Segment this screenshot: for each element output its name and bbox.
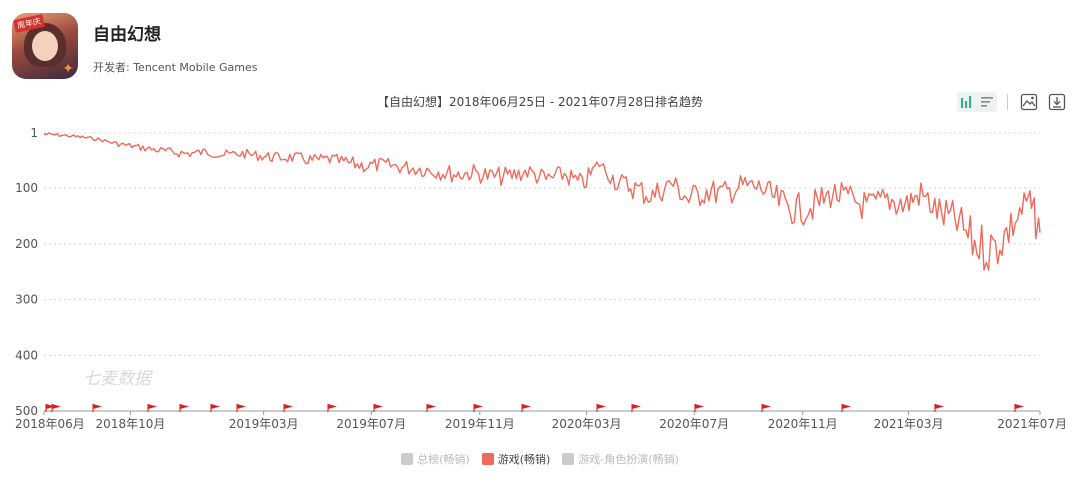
event-flag-icon[interactable] — [841, 404, 851, 412]
x-tick-label: 2020年03月 — [552, 417, 622, 431]
x-tick-label: 2020年11月 — [768, 417, 838, 431]
x-tick-label: 2021年03月 — [874, 417, 944, 431]
legend-label: 总榜(畅销) — [417, 453, 470, 466]
toolbar-divider — [1007, 94, 1008, 110]
app-icon: 周年庆 ✦ — [12, 13, 78, 79]
x-tick-label: 2019年07月 — [336, 417, 406, 431]
event-flag-icon[interactable] — [1014, 404, 1024, 412]
event-flag-icon[interactable] — [596, 404, 606, 412]
chart-toolbar — [957, 91, 1068, 113]
legend-item-games[interactable]: 游戏(畅销) — [481, 451, 551, 467]
chart-title: 【自由幻想】2018年06月25日 - 2021年07月28日排名趋势 — [376, 95, 704, 109]
event-flag-icon[interactable] — [45, 404, 55, 412]
event-flag-icon[interactable] — [283, 404, 293, 412]
event-flag-icon[interactable] — [327, 404, 337, 412]
y-tick-label: 100 — [15, 181, 38, 195]
event-flag-icon[interactable] — [373, 404, 383, 412]
event-flag-icon[interactable] — [92, 404, 102, 412]
legend-label: 游戏(畅销) — [497, 453, 551, 466]
app-icon-face — [32, 31, 58, 61]
download-icon[interactable] — [1046, 91, 1068, 113]
app-icon-star: ✦ — [62, 60, 74, 76]
legend-label: 游戏-角色扮演(畅销) — [578, 453, 679, 466]
y-tick-label: 200 — [15, 237, 38, 251]
legend-item-rpg[interactable]: 游戏-角色扮演(畅销) — [562, 451, 679, 467]
x-tick-label: 2018年10月 — [96, 417, 166, 431]
x-tick-label: 2020年07月 — [659, 417, 729, 431]
x-tick-label: 2021年07月 — [997, 417, 1067, 431]
line-chart-icon[interactable] — [957, 92, 977, 112]
legend-item-overall[interactable]: 总榜(畅销) — [401, 451, 470, 467]
x-axis-ticks: 2018年06月 2018年10月 2019年03月 2019年07月 2019年11月… — [15, 411, 1067, 431]
y-tick-label: 500 — [15, 404, 38, 418]
app-name: 自由幻想 — [93, 25, 161, 45]
grid-lines — [44, 132, 1040, 356]
chart-legend: 总榜(畅销) 游戏(畅销) 游戏-角色扮演(畅销) — [0, 451, 1080, 467]
event-flag-icon[interactable] — [147, 404, 157, 412]
x-tick-label: 2019年03月 — [229, 417, 299, 431]
event-flags — [45, 404, 1024, 412]
chart-type-toggle — [957, 92, 997, 112]
list-icon[interactable] — [977, 92, 997, 112]
event-flag-icon[interactable] — [179, 404, 189, 412]
event-flag-icon[interactable] — [210, 404, 220, 412]
event-flag-icon[interactable] — [694, 404, 704, 412]
event-flag-icon[interactable] — [426, 404, 436, 412]
series-line-0[interactable] — [43, 132, 1041, 271]
image-download-icon[interactable] — [1018, 91, 1040, 113]
y-axis-ticks: 1 100 200 300 400 500 — [15, 126, 38, 418]
event-flag-icon[interactable] — [521, 404, 531, 412]
x-tick-label: 2019年11月 — [445, 417, 515, 431]
legend-swatch — [481, 453, 494, 465]
event-flag-icon[interactable] — [761, 404, 771, 412]
y-tick-label: 300 — [15, 293, 38, 307]
event-flag-icon[interactable] — [236, 404, 246, 412]
legend-swatch — [562, 453, 575, 465]
event-flag-icon[interactable] — [51, 404, 61, 412]
legend-swatch — [401, 453, 414, 465]
y-tick-label: 1 — [30, 126, 38, 140]
series-layer — [43, 132, 1041, 271]
y-tick-label: 400 — [15, 348, 38, 362]
x-tick-label: 2018年06月 — [15, 417, 85, 431]
event-flag-icon[interactable] — [473, 404, 483, 412]
watermark: 七麦数据 — [83, 369, 154, 389]
developer-label: 开发者: Tencent Mobile Games — [93, 61, 258, 74]
event-flag-icon[interactable] — [631, 404, 641, 412]
event-flag-icon[interactable] — [934, 404, 944, 412]
